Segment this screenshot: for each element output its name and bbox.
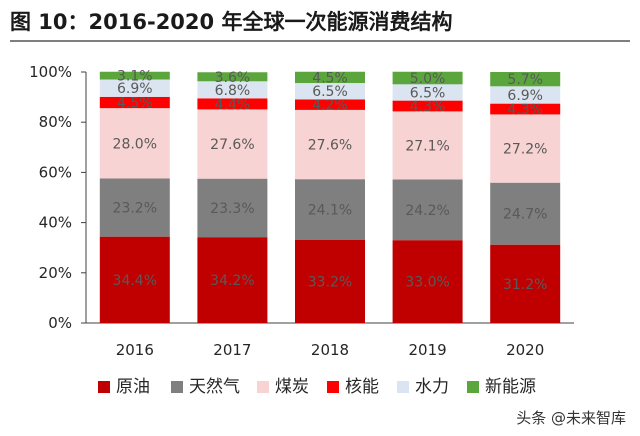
bar-segment xyxy=(392,100,463,112)
bar-segment xyxy=(197,98,268,110)
bar-segment xyxy=(197,81,268,99)
data-label: 27.1% xyxy=(405,138,449,154)
data-label: 34.4% xyxy=(113,273,157,289)
data-label: 6.5% xyxy=(410,85,446,101)
bar-segment xyxy=(295,71,365,84)
data-label: 23.3% xyxy=(210,201,254,217)
data-label: 24.2% xyxy=(405,203,449,219)
legend-swatch xyxy=(467,381,479,393)
x-tick-label: 2018 xyxy=(311,341,349,359)
y-tick-label: 80% xyxy=(39,113,72,131)
x-tick-label: 2020 xyxy=(506,341,544,359)
data-label: 4.3% xyxy=(507,102,543,118)
y-tick-label: 20% xyxy=(39,264,72,282)
bar-segment xyxy=(295,109,365,180)
legend-swatch xyxy=(327,381,339,393)
bar-segment xyxy=(197,109,268,179)
bar-segment xyxy=(99,71,170,80)
data-label: 5.0% xyxy=(410,71,446,87)
data-label: 28.0% xyxy=(113,136,157,152)
bar-segment xyxy=(392,84,463,101)
bar-segment xyxy=(295,179,365,240)
data-label: 4.5% xyxy=(117,95,153,111)
legend-label: 新能源 xyxy=(485,377,536,397)
data-label: 31.2% xyxy=(503,277,547,293)
data-label: 4.4% xyxy=(215,97,251,113)
data-label: 6.5% xyxy=(312,84,348,100)
data-label: 4.3% xyxy=(410,99,446,115)
bar-segment xyxy=(392,240,463,323)
bar-segment xyxy=(295,239,365,323)
data-label: 3.6% xyxy=(215,70,251,86)
data-label: 6.9% xyxy=(507,88,543,104)
data-label: 27.6% xyxy=(308,138,352,154)
x-tick-label: 2017 xyxy=(213,341,251,359)
legend-swatch xyxy=(257,381,269,393)
data-label: 6.8% xyxy=(215,83,251,99)
bar-segment xyxy=(392,111,463,180)
x-tick-label: 2016 xyxy=(116,341,154,359)
data-label: 27.6% xyxy=(210,137,254,153)
y-tick-label: 60% xyxy=(39,163,72,181)
bar-segment xyxy=(295,83,365,100)
data-label: 23.2% xyxy=(113,201,157,217)
bar-segment xyxy=(99,236,170,323)
bar-segment xyxy=(99,108,170,179)
legend-label: 水力 xyxy=(415,377,449,397)
legend-swatch xyxy=(171,381,183,393)
legend-swatch xyxy=(98,381,110,393)
data-label: 3.1% xyxy=(117,69,153,85)
bar-segment xyxy=(99,79,170,97)
data-label: 33.2% xyxy=(308,274,352,290)
data-label: 24.1% xyxy=(308,202,352,218)
title-divider xyxy=(10,40,630,42)
bar-segment xyxy=(295,99,365,110)
legend-label: 原油 xyxy=(116,377,150,397)
chart-title: 图 10：2016-2020 年全球一次能源消费结构 xyxy=(10,10,453,34)
bar-segment xyxy=(490,103,561,115)
y-tick-label: 40% xyxy=(39,214,72,232)
legend-label: 煤炭 xyxy=(275,377,309,397)
bar-segment xyxy=(99,96,170,109)
bar-segment xyxy=(197,72,268,82)
data-label: 4.5% xyxy=(312,70,348,86)
data-label: 24.7% xyxy=(503,207,547,223)
legend-label: 核能 xyxy=(345,377,379,397)
bar-segment xyxy=(490,86,561,104)
bar-segment xyxy=(392,71,463,85)
bar-segment xyxy=(490,114,561,183)
bar-segment xyxy=(197,237,268,323)
bar-segment xyxy=(197,178,268,238)
y-tick-label: 100% xyxy=(29,63,72,81)
bar-segment xyxy=(392,179,463,241)
data-label: 33.0% xyxy=(405,275,449,291)
watermark: 头条 @未来智库 xyxy=(516,409,626,427)
y-tick-label: 0% xyxy=(48,314,72,332)
data-label: 5.7% xyxy=(507,72,543,88)
legend-label: 天然气 xyxy=(189,377,240,397)
bar-segment xyxy=(99,178,170,237)
bar-segment xyxy=(490,244,561,323)
x-tick-label: 2019 xyxy=(409,341,447,359)
data-label: 27.2% xyxy=(503,142,547,158)
data-label: 34.2% xyxy=(210,273,254,289)
bar-segment xyxy=(490,182,561,245)
legend-swatch xyxy=(397,381,409,393)
data-label: 4.2% xyxy=(312,98,348,114)
bar-segment xyxy=(490,72,561,87)
data-label: 6.9% xyxy=(117,81,153,97)
